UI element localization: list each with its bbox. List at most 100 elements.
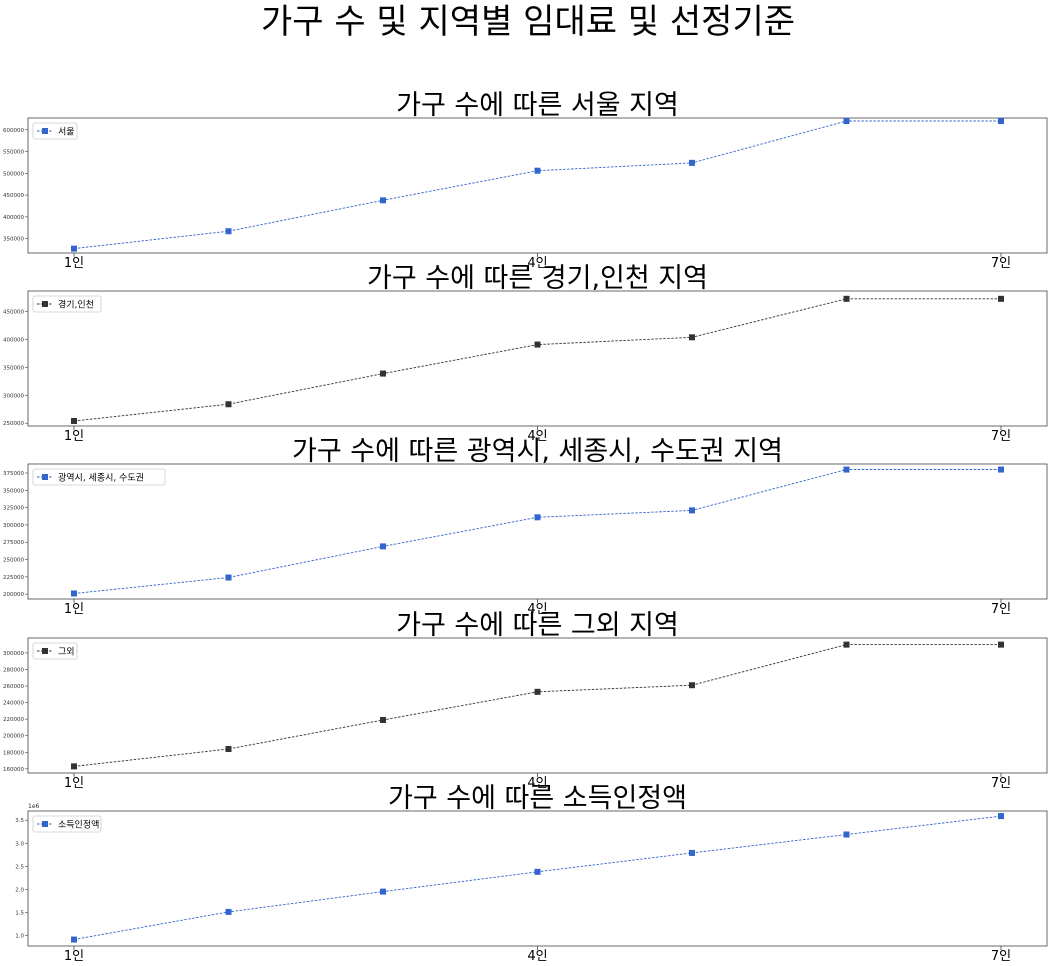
axes-frame: [27, 810, 1048, 947]
series-line: [73, 469, 1001, 594]
data-point: [689, 507, 695, 514]
data-point: [71, 590, 77, 597]
data-point: [843, 641, 850, 648]
legend-label: 서울: [58, 127, 75, 138]
x-tick-label: 7인: [991, 776, 1011, 791]
data-point: [843, 295, 850, 302]
data-point: [534, 688, 541, 695]
data-point: [380, 543, 386, 550]
y-tick-label: 250000: [3, 558, 24, 564]
data-point: [380, 888, 386, 895]
y-tick-label: 2.0: [15, 887, 24, 893]
legend-box: [32, 815, 102, 833]
data-point: [225, 228, 232, 235]
y-tick-label: 240000: [3, 701, 24, 707]
y-tick-label: 300000: [3, 523, 24, 529]
legend-box: [32, 642, 78, 660]
subplot-title: 가구 수에 따른 경기,인천 지역: [367, 263, 708, 294]
x-tick-label: 1인: [64, 429, 84, 444]
subplot-title: 가구 수에 따른 소득인정액: [388, 783, 687, 814]
y-tick-label: 375000: [3, 471, 24, 477]
y-tick-label: 450000: [3, 193, 24, 199]
legend-marker: [42, 128, 48, 134]
y-tick-label: 550000: [3, 150, 24, 156]
legend-marker: [42, 301, 48, 307]
y-tick-label: 600000: [3, 128, 24, 134]
y-tick-label: 200000: [3, 592, 24, 598]
figure-title: 가구 수 및 지역별 임대료 및 선정기준: [260, 2, 796, 42]
subplot-title: 가구 수에 따른 광역시, 세종시, 수도권 지역: [292, 436, 783, 467]
y-tick-label: 300000: [3, 393, 24, 399]
y-tick-label: 180000: [3, 750, 24, 756]
data-point: [689, 682, 695, 689]
data-point: [225, 401, 232, 408]
y-tick-label: 500000: [3, 171, 24, 177]
y-tick-label: 300000: [3, 651, 24, 657]
y-tick-label: 280000: [3, 667, 24, 673]
data-point: [689, 849, 695, 856]
data-point: [380, 197, 386, 204]
y-tick-label: 350000: [3, 365, 24, 371]
data-point: [689, 334, 695, 341]
series-line: [73, 298, 1001, 422]
legend-label: 광역시, 세종시, 수도권: [58, 472, 144, 484]
subplot-title: 가구 수에 따른 그외 지역: [396, 610, 679, 641]
data-point: [71, 417, 77, 424]
y-tick-label: 160000: [3, 767, 24, 773]
x-tick-label: 7인: [991, 949, 1011, 964]
legend-box: [32, 468, 166, 486]
legend-marker: [42, 648, 48, 654]
data-point: [534, 167, 541, 174]
axes-frame: [27, 117, 1048, 254]
y-tick-label: 3.0: [15, 841, 24, 847]
y-tick-label: 2.5: [15, 864, 24, 870]
subplot-title: 가구 수에 따른 서울 지역: [396, 90, 679, 121]
x-tick-label: 4인: [527, 949, 547, 964]
series-line: [73, 120, 1001, 250]
legend-box: [32, 295, 102, 313]
y-offset-label: 1e6: [28, 803, 40, 810]
y-tick-label: 220000: [3, 717, 24, 723]
y-tick-label: 400000: [3, 215, 24, 221]
legend-box: [32, 122, 78, 140]
legend-label: 소득인정액: [58, 819, 99, 831]
axes-frame: [27, 637, 1048, 774]
data-point: [998, 466, 1004, 473]
y-tick-label: 450000: [3, 310, 24, 316]
x-tick-label: 4인: [527, 256, 547, 271]
y-tick-label: 275000: [3, 540, 24, 546]
y-tick-label: 1.5: [15, 910, 24, 916]
data-point: [225, 908, 232, 915]
y-tick-label: 250000: [3, 421, 24, 427]
data-point: [71, 763, 77, 770]
series-line: [73, 644, 1001, 767]
legend-label: 그외: [58, 646, 75, 658]
data-point: [380, 370, 386, 377]
data-point: [71, 936, 77, 943]
data-point: [998, 813, 1004, 820]
data-point: [225, 745, 232, 752]
x-tick-label: 4인: [527, 602, 547, 617]
y-tick-label: 225000: [3, 575, 24, 581]
data-point: [843, 831, 850, 838]
x-tick-label: 7인: [991, 602, 1011, 617]
data-point: [843, 466, 850, 473]
data-point: [225, 574, 232, 581]
data-point: [843, 118, 850, 125]
x-tick-label: 4인: [527, 776, 547, 791]
data-point: [998, 118, 1004, 125]
data-point: [380, 716, 386, 723]
y-tick-label: 3.5: [15, 818, 24, 824]
data-point: [534, 514, 541, 521]
y-tick-label: 260000: [3, 684, 24, 690]
data-point: [689, 159, 695, 166]
data-point: [71, 245, 77, 252]
y-tick-label: 200000: [3, 734, 24, 740]
axes-frame: [27, 290, 1048, 427]
x-tick-label: 1인: [64, 602, 84, 617]
y-tick-label: 350000: [3, 488, 24, 494]
y-tick-label: 1.0: [15, 933, 24, 939]
x-tick-label: 1인: [64, 256, 84, 271]
data-point: [534, 341, 541, 348]
